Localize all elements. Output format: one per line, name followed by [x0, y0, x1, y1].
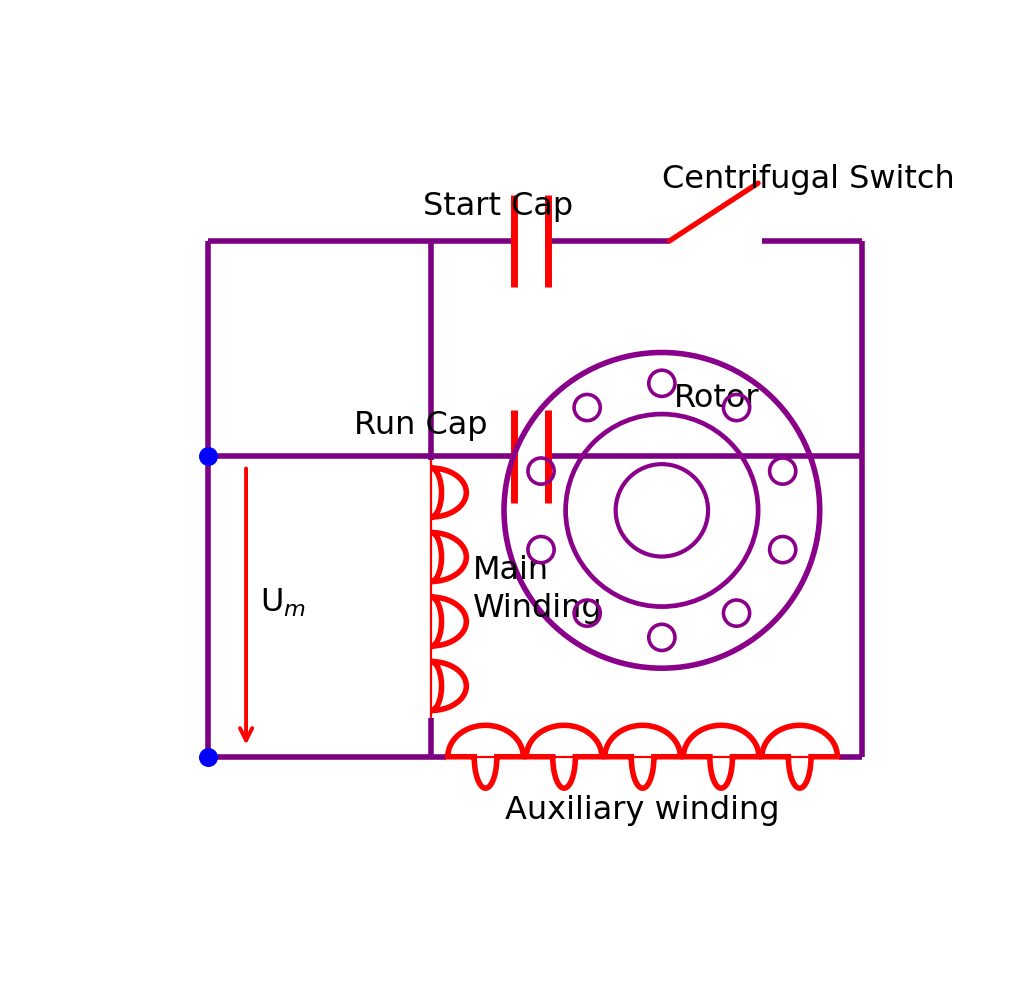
Text: Start Cap: Start Cap: [423, 190, 573, 221]
Text: U$_m$: U$_m$: [260, 586, 306, 619]
Point: [200, 748, 216, 765]
Text: Main
Winding: Main Winding: [473, 554, 603, 624]
Text: Auxiliary winding: Auxiliary winding: [506, 795, 780, 826]
Text: Centrifugal Switch: Centrifugal Switch: [662, 164, 954, 194]
Point: [200, 449, 216, 465]
Text: Run Cap: Run Cap: [354, 410, 487, 441]
Text: Rotor: Rotor: [674, 383, 759, 414]
